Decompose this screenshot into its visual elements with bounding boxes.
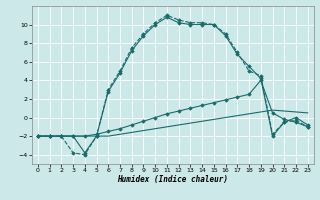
- X-axis label: Humidex (Indice chaleur): Humidex (Indice chaleur): [117, 175, 228, 184]
